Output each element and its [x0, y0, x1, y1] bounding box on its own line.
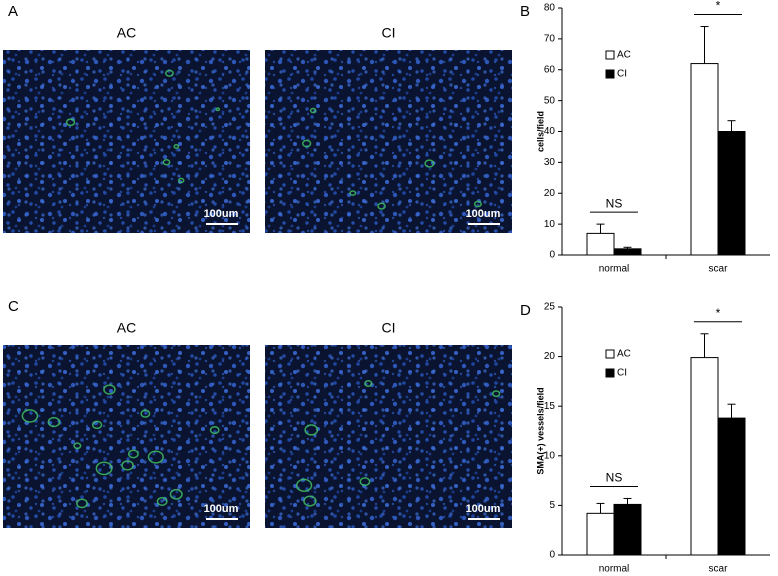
annotation: *	[716, 0, 721, 13]
legend-swatch	[605, 50, 615, 60]
image-label: AC	[117, 320, 136, 336]
green-stain	[95, 461, 113, 476]
green-stain	[349, 190, 357, 196]
panel-label: A	[8, 3, 18, 20]
bar	[690, 357, 719, 556]
annotation: *	[716, 306, 721, 320]
x-tick-label: scar	[709, 264, 729, 275]
green-stain	[140, 409, 151, 418]
green-stain	[303, 495, 317, 507]
image-label: CI	[382, 25, 396, 41]
y-tick-label: 0	[549, 550, 555, 561]
green-stain	[364, 380, 373, 387]
bar	[586, 232, 615, 256]
green-stain	[121, 460, 134, 471]
y-tick-label: 60	[544, 64, 556, 75]
image-label: CI	[382, 320, 396, 336]
legend-swatch	[605, 349, 615, 359]
green-stain	[91, 420, 103, 430]
bar	[717, 131, 746, 256]
y-tick-label: 20	[544, 188, 556, 199]
green-stain	[424, 159, 435, 168]
green-stain	[173, 144, 180, 149]
x-tick-label: scar	[709, 564, 729, 575]
legend-label: CI	[617, 368, 627, 379]
annotation: NS	[606, 196, 623, 210]
green-stain	[492, 390, 501, 398]
y-tick-label: 0	[549, 250, 555, 261]
bar	[586, 512, 615, 556]
legend-swatch	[605, 69, 615, 79]
green-stain	[473, 200, 482, 208]
y-tick-label: 5	[549, 500, 555, 511]
y-tick-label: 70	[544, 34, 556, 45]
green-stain	[301, 139, 312, 148]
x-tick-label: normal	[599, 564, 630, 575]
scale-label: 100um	[466, 208, 501, 220]
bar	[717, 417, 746, 556]
y-tick-label: 25	[544, 302, 556, 313]
y-tick-label: 30	[544, 157, 556, 168]
green-stain	[169, 488, 183, 500]
bar	[690, 63, 719, 256]
green-stain	[21, 409, 39, 423]
green-stain	[73, 442, 82, 450]
legend-label: AC	[617, 349, 631, 360]
green-stain	[177, 177, 185, 184]
green-stain	[359, 477, 371, 487]
scale-label: 100um	[466, 503, 501, 515]
y-tick-label: 40	[544, 126, 556, 137]
green-stain	[65, 118, 76, 127]
panel-label: D	[520, 302, 531, 319]
micrograph-texture	[3, 345, 250, 528]
y-axis-label: SMA(+) vessels/field	[535, 387, 545, 474]
green-stain	[309, 107, 317, 114]
scale-label: 100um	[204, 208, 239, 220]
micrograph-texture	[3, 50, 250, 233]
green-stain	[215, 107, 221, 112]
bar	[613, 503, 642, 556]
green-stain	[295, 478, 313, 492]
green-stain	[103, 384, 116, 395]
y-tick-label: 10	[544, 450, 556, 461]
charts: Bcells/field01020304050607080normalNSsca…	[520, 0, 770, 575]
green-stain	[165, 69, 174, 77]
legend-label: CI	[617, 69, 627, 80]
green-stain	[127, 449, 139, 459]
legend-label: AC	[617, 50, 631, 61]
scale-label: 100um	[204, 503, 239, 515]
panel-label: C	[8, 298, 19, 315]
green-stain	[377, 202, 386, 210]
legend-swatch	[605, 368, 615, 378]
image-label: AC	[117, 25, 136, 41]
panel-label: B	[520, 3, 530, 20]
green-stain	[147, 450, 164, 464]
y-tick-label: 50	[544, 95, 556, 106]
green-stain	[162, 159, 171, 166]
micrograph-texture	[265, 345, 512, 528]
green-stain	[156, 496, 168, 506]
micrographs: A AC 100um CI 100um C AC 100um CI 100um	[3, 3, 512, 528]
green-stain	[304, 424, 319, 436]
y-tick-label: 80	[544, 3, 556, 14]
y-tick-label: 20	[544, 351, 556, 362]
green-stain	[209, 425, 220, 435]
y-tick-label: 10	[544, 219, 556, 230]
annotation: NS	[606, 471, 623, 485]
micrograph-texture	[265, 50, 512, 233]
y-tick-label: 15	[544, 401, 556, 412]
x-tick-label: normal	[599, 264, 630, 275]
green-stain	[76, 498, 88, 509]
green-stain	[47, 416, 61, 428]
bar	[613, 248, 642, 256]
y-axis-label: cells/field	[535, 111, 545, 152]
